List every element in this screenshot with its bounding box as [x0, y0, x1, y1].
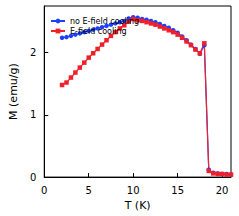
svg-text:1: 1: [30, 109, 36, 120]
svg-text:10: 10: [127, 185, 140, 196]
svg-text:15: 15: [171, 185, 184, 196]
svg-text:0: 0: [41, 185, 47, 196]
svg-text:T (K): T (K): [124, 199, 151, 212]
svg-text:M (emu/g): M (emu/g): [7, 63, 20, 120]
svg-text:5: 5: [86, 185, 92, 196]
svg-text:0: 0: [30, 172, 36, 183]
svg-text:no E-field cooling: no E-field cooling: [70, 17, 139, 26]
svg-text:20: 20: [216, 185, 229, 196]
svg-text:2: 2: [30, 47, 36, 58]
svg-text:E-field cooling: E-field cooling: [70, 27, 127, 36]
